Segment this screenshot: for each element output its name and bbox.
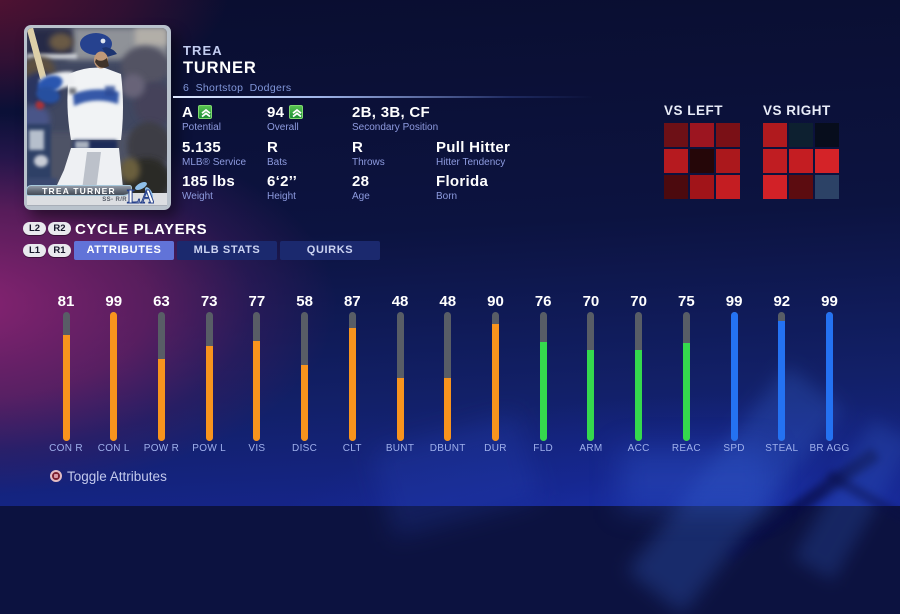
- svg-text:LA: LA: [127, 186, 154, 208]
